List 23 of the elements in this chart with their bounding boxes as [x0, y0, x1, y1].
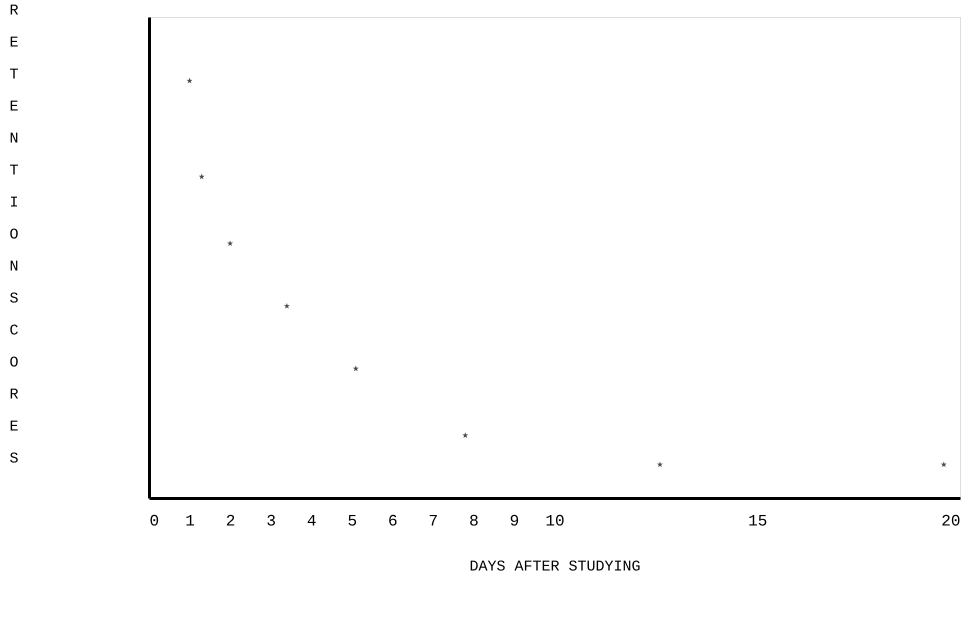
point	[462, 432, 468, 438]
x-tick-label: 4	[306, 512, 317, 530]
x-tick-label: 3	[266, 512, 276, 530]
x-tick-label: 8	[469, 512, 479, 530]
text: RETENTION SCORES	[10, 2, 19, 468]
point	[284, 302, 290, 309]
x-tick-label: 9	[510, 512, 520, 530]
x-tick-label: 5	[347, 512, 358, 530]
x-tick-label: 1	[185, 512, 195, 530]
point	[227, 240, 234, 246]
point	[186, 78, 193, 84]
x-tick-label: 20	[941, 512, 960, 530]
x-tick-label: 6	[388, 512, 398, 530]
x-tick-label: 15	[748, 512, 768, 530]
x-tick-label: 0	[150, 512, 160, 530]
point	[352, 366, 359, 372]
point	[940, 461, 947, 468]
x-tick-label: 10	[545, 512, 565, 530]
point	[198, 174, 205, 180]
x-tick-label: 7	[428, 512, 438, 530]
x-axis-title: DAYS AFTER STUDYING	[469, 558, 641, 576]
x-tick-label: 2	[226, 512, 236, 530]
point	[656, 461, 663, 468]
